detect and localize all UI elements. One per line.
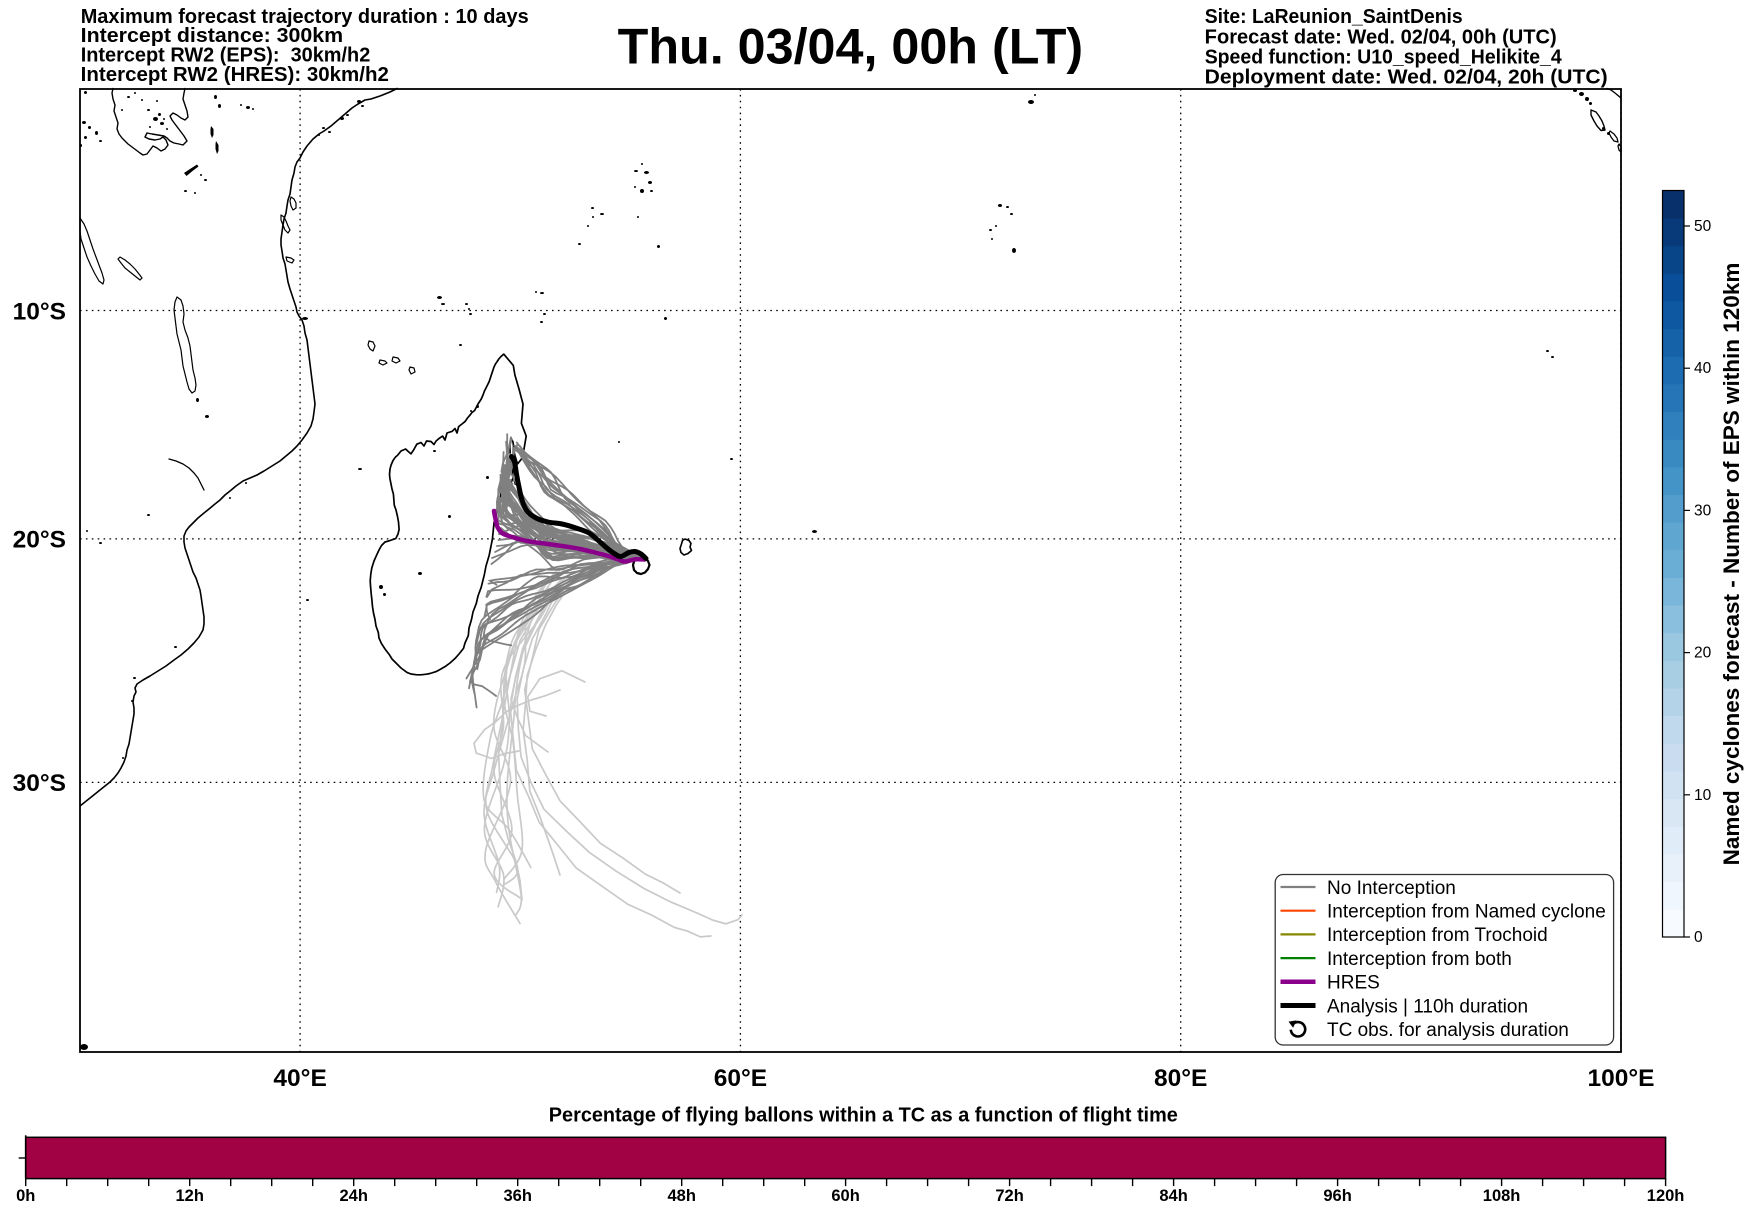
svg-text:36h: 36h <box>503 1187 531 1205</box>
svg-text:Intercept RW2 (EPS): 30km/h2: Intercept RW2 (EPS): 30km/h2 <box>81 44 371 66</box>
svg-text:40°E: 40°E <box>273 1065 326 1092</box>
svg-text:0h: 0h <box>16 1187 35 1205</box>
svg-text:Speed function: U10_speed_Heli: Speed function: U10_speed_Helikite_4 <box>1205 47 1563 69</box>
svg-text:50: 50 <box>1694 218 1712 235</box>
svg-text:60°E: 60°E <box>714 1065 767 1092</box>
svg-text:10: 10 <box>1694 787 1712 804</box>
svg-text:TC obs. for analysis duration: TC obs. for analysis duration <box>1327 1020 1569 1041</box>
svg-text:12h: 12h <box>175 1187 203 1205</box>
svg-text:Interception from Trochoid: Interception from Trochoid <box>1327 925 1548 946</box>
svg-text:Intercept RW2 (HRES): 30km/h2: Intercept RW2 (HRES): 30km/h2 <box>81 64 389 86</box>
svg-text:72h: 72h <box>995 1187 1023 1205</box>
svg-text:0: 0 <box>1694 929 1703 946</box>
svg-text:Intercept distance: 300km: Intercept distance: 300km <box>81 25 344 47</box>
svg-text:96h: 96h <box>1323 1187 1351 1205</box>
svg-text:80°E: 80°E <box>1154 1065 1207 1092</box>
svg-text:Interception from both: Interception from both <box>1327 949 1512 970</box>
svg-text:30: 30 <box>1694 502 1712 519</box>
svg-text:108h: 108h <box>1483 1187 1521 1205</box>
svg-text:20°S: 20°S <box>13 527 66 554</box>
svg-text:Forecast date: Wed. 02/04, 00h: Forecast date: Wed. 02/04, 00h (UTC) <box>1205 26 1557 48</box>
svg-text:100°E: 100°E <box>1587 1065 1654 1092</box>
svg-text:Maximum forecast trajectory du: Maximum forecast trajectory duration : 1… <box>81 6 529 28</box>
svg-text:Analysis | 110h duration: Analysis | 110h duration <box>1327 996 1528 1017</box>
svg-text:24h: 24h <box>339 1187 367 1205</box>
svg-text:48h: 48h <box>667 1187 695 1205</box>
svg-text:30°S: 30°S <box>13 770 66 797</box>
svg-text:120h: 120h <box>1647 1187 1685 1205</box>
svg-text:Deployment date: Wed. 02/04, 2: Deployment date: Wed. 02/04, 20h (UTC) <box>1205 67 1608 89</box>
svg-text:Named cyclones forecast - Numb: Named cyclones forecast - Number of EPS … <box>1719 263 1744 866</box>
svg-text:HRES: HRES <box>1327 973 1380 994</box>
svg-text:Site: LaReunion_SaintDenis: Site: LaReunion_SaintDenis <box>1205 6 1463 28</box>
svg-text:20: 20 <box>1694 645 1712 662</box>
svg-text:No Interception: No Interception <box>1327 878 1456 899</box>
svg-text:10°S: 10°S <box>13 298 66 325</box>
svg-text:84h: 84h <box>1159 1187 1187 1205</box>
svg-text:Thu. 03/04, 00h (LT): Thu. 03/04, 00h (LT) <box>618 19 1084 75</box>
svg-text:Percentage of flying ballons w: Percentage of flying ballons within a TC… <box>549 1105 1178 1127</box>
svg-text:60h: 60h <box>831 1187 859 1205</box>
svg-text:Interception from Named cyclon: Interception from Named cyclone <box>1327 902 1606 923</box>
svg-text:40: 40 <box>1694 360 1712 377</box>
